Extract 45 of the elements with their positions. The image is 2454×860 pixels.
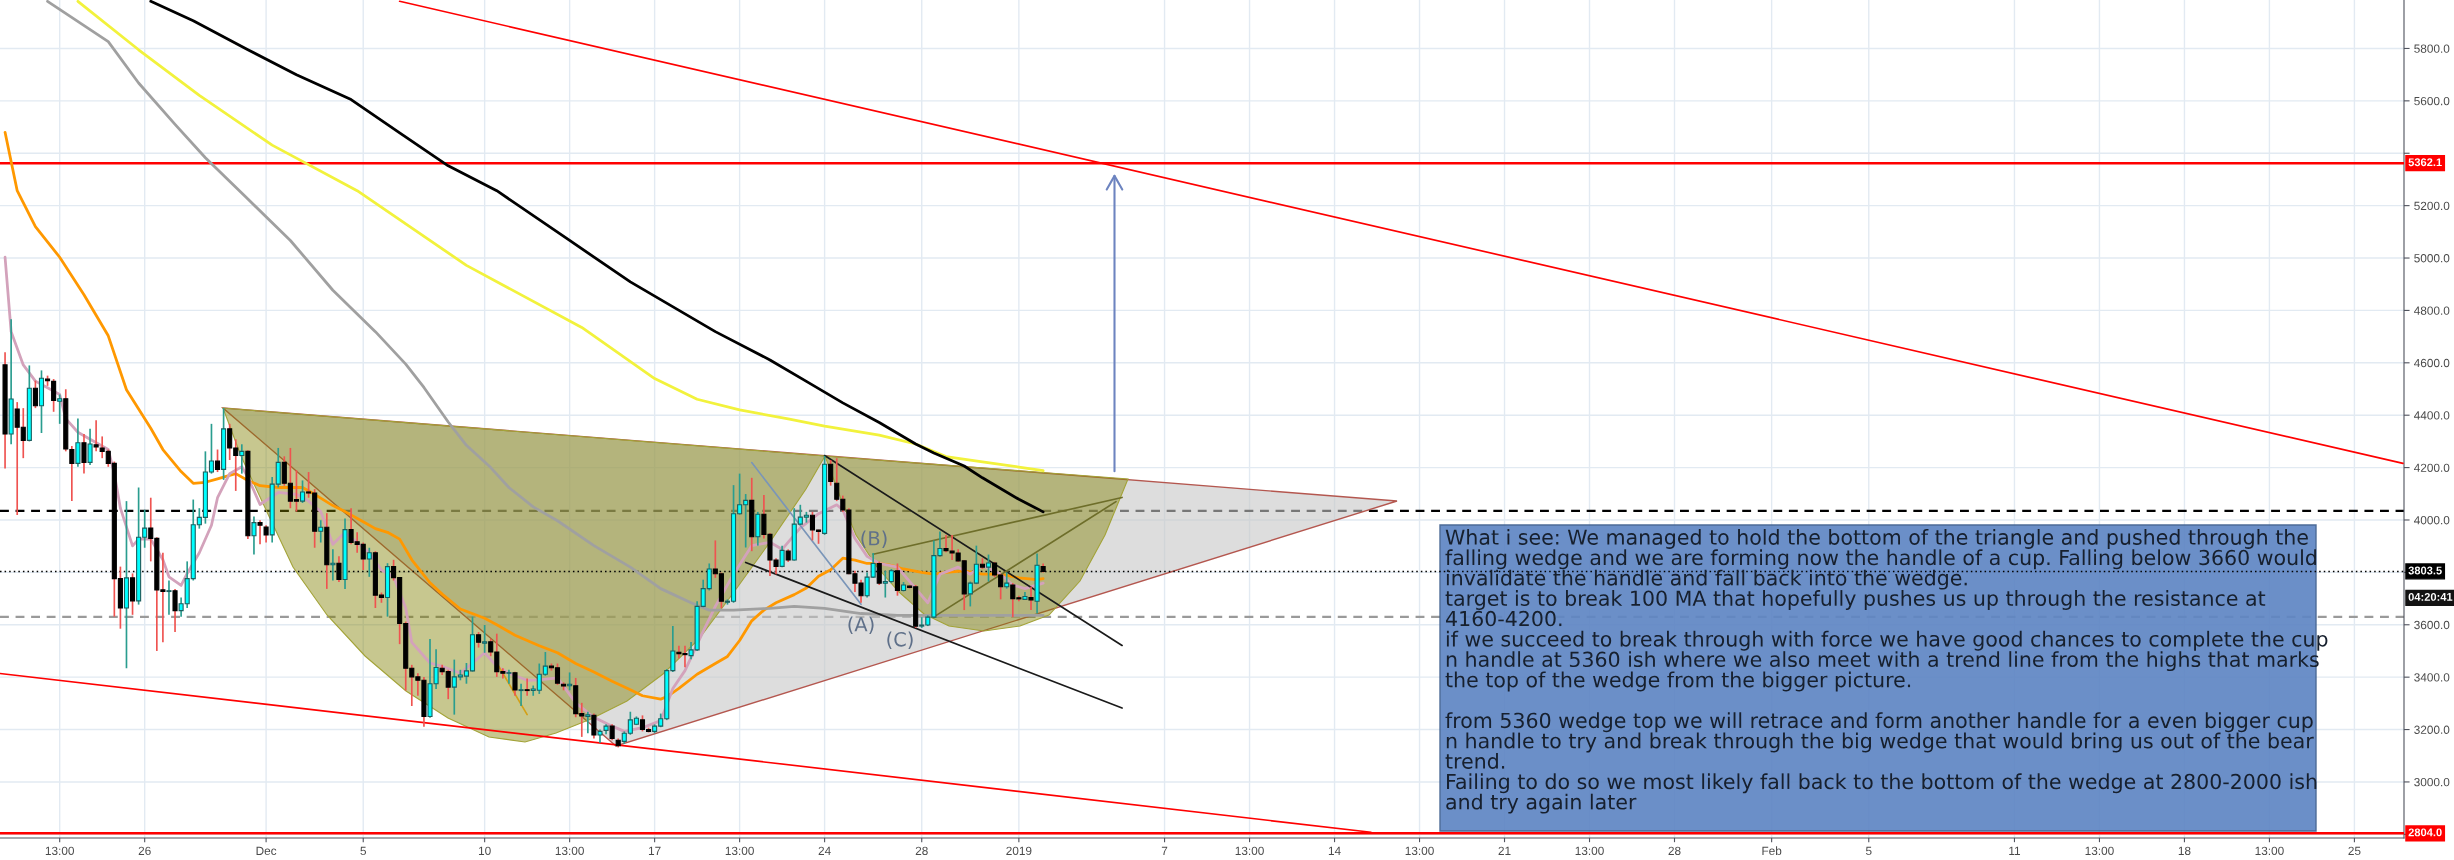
y-tick-label: 3400.0 (2414, 673, 2450, 682)
x-tick-label: 17 (648, 846, 661, 855)
y-tick-label: 3200.0 (2414, 725, 2450, 734)
x-tick-label: 5 (360, 846, 367, 855)
x-tick-label: Feb (1762, 846, 1782, 855)
y-tick-label: 5000.0 (2414, 254, 2450, 263)
x-tick-label: 13:00 (45, 846, 75, 855)
x-tick-label: Dec (256, 846, 277, 855)
text: 04:20:41 (2408, 592, 2453, 601)
x-tick-label: 2019 (1006, 846, 1032, 855)
y-tick-label: 4200.0 (2413, 463, 2450, 472)
annotation: (C) (887, 631, 913, 649)
x-tick-label: 11 (2009, 846, 2021, 855)
x-tick-label: 13:00 (725, 846, 754, 855)
ref-line-label: 3803.5 (2408, 566, 2442, 575)
x-tick-label: 13:00 (2085, 846, 2114, 855)
ref-line-label: 2804.0 (2408, 828, 2442, 837)
x-tick-label: 24 (818, 846, 831, 855)
x-tick-label: 13:00 (2255, 846, 2284, 855)
x-tick-label: 13:00 (1235, 846, 1264, 855)
y-tick-label: 5800.0 (2414, 44, 2450, 53)
x-tick-label: 18 (2178, 846, 2191, 855)
annotation: (B) (861, 530, 887, 548)
x-tick-label: 13:00 (1405, 846, 1434, 855)
x-tick-label: 28 (915, 846, 928, 855)
y-tick-label: 4800.0 (2413, 306, 2450, 315)
x-tick-label: 13:00 (1575, 846, 1604, 855)
x-tick-label: 14 (1328, 846, 1341, 855)
y-tick-label: 3600.0 (2414, 620, 2450, 630)
y-tick-label: 3000.0 (2414, 777, 2450, 787)
x-tick-label: 10 (478, 846, 491, 855)
x-tick-label: 26 (138, 846, 151, 855)
ref-line-label: 5362.1 (2408, 158, 2442, 167)
annotation: (A) (848, 616, 874, 634)
y-tick-label: 5200.0 (2414, 201, 2450, 211)
x-tick-label: 28 (1668, 846, 1681, 855)
y-tick-label: 4600.0 (2413, 358, 2450, 368)
x-tick-label: 5 (1865, 846, 1872, 855)
x-tick-label: 21 (1498, 846, 1511, 855)
x-tick-label: 25 (2348, 846, 2361, 855)
x-tick-label: 7 (1161, 846, 1168, 855)
y-tick-label: 4000.0 (2413, 516, 2450, 525)
x-tick-label: 13:00 (555, 846, 584, 855)
y-tick-label: 4400.0 (2413, 411, 2450, 420)
y-tick-label: 5600.0 (2414, 96, 2450, 106)
